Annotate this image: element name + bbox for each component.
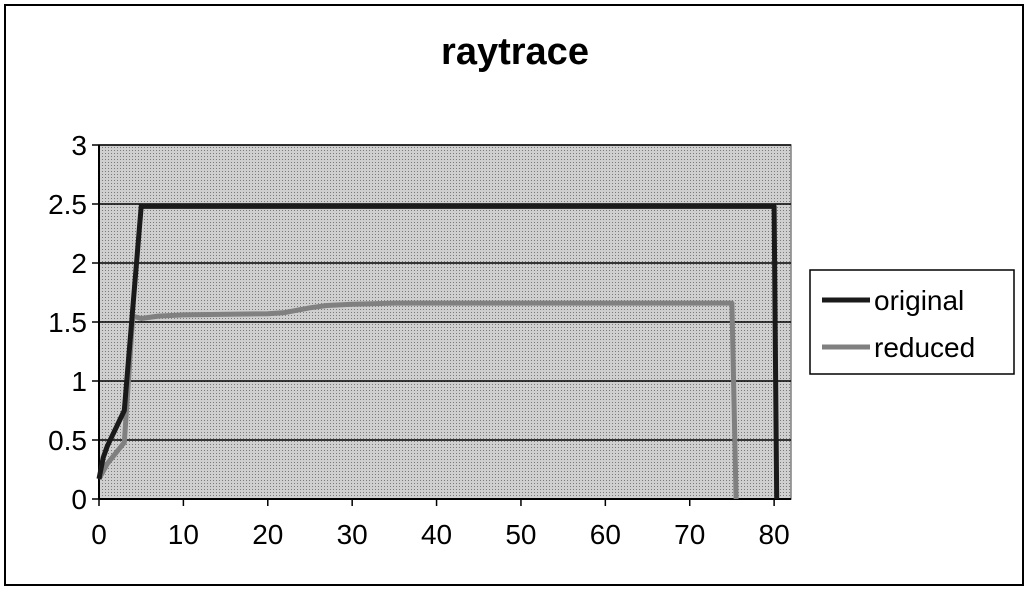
legend-label-original: original: [874, 285, 964, 316]
legend: original reduced: [809, 269, 1015, 375]
y-axis-ticks: 0 0.5 1 1.5 2 2.5 3: [48, 130, 99, 515]
legend-label-reduced: reduced: [874, 332, 975, 363]
series-lines: [96, 203, 780, 500]
y-tick-label: 2: [71, 248, 87, 279]
x-tick-label: 80: [759, 519, 790, 550]
x-tick-label: 10: [168, 519, 199, 550]
y-tick-label: 2.5: [48, 189, 87, 220]
y-tick-label: 1.5: [48, 307, 87, 338]
legend-box: [809, 269, 1015, 375]
y-tick-label: 0.5: [48, 425, 87, 456]
x-tick-label: 60: [590, 519, 621, 550]
y-tick-label: 1: [71, 366, 87, 397]
x-tick-label: 40: [421, 519, 452, 550]
chart-title: raytrace: [441, 31, 589, 73]
x-tick-label: 0: [91, 519, 107, 550]
series-line-original: [96, 203, 780, 500]
x-tick-label: 70: [674, 519, 705, 550]
y-tick-label: 0: [71, 484, 87, 515]
y-tick-label: 3: [71, 130, 87, 161]
x-axis-ticks: 0 10 20 30 40 50 60 70 80: [91, 499, 790, 550]
x-tick-label: 50: [505, 519, 536, 550]
x-tick-label: 20: [252, 519, 283, 550]
x-tick-label: 30: [337, 519, 368, 550]
